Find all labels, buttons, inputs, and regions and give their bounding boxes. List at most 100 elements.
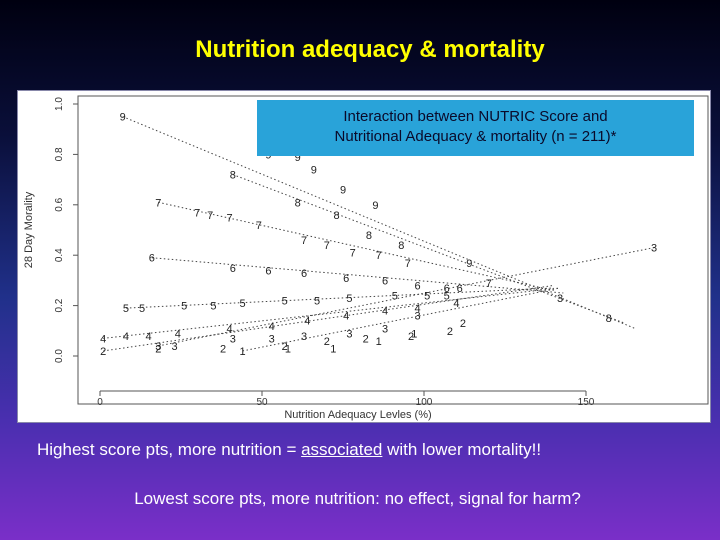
data-point-score-2: 2 [363, 333, 369, 345]
data-point-score-6: 6 [444, 283, 450, 295]
data-point-score-2: 2 [460, 318, 466, 330]
data-point-score-5: 5 [282, 296, 288, 308]
data-point-score-7: 7 [194, 207, 200, 219]
data-point-score-4: 4 [382, 306, 388, 318]
caption-1-emphasis: associated [301, 440, 383, 459]
data-point-score-9: 9 [340, 185, 346, 197]
data-point-score-5: 5 [392, 291, 398, 303]
data-point-score-3: 3 [171, 341, 177, 353]
data-point-score-2: 2 [408, 331, 414, 343]
data-point-score-7: 7 [350, 248, 356, 260]
caption-1-after: with lower mortality!! [382, 440, 542, 459]
y-tick-label: 0.6 [54, 197, 65, 211]
data-point-score-4: 4 [343, 311, 349, 323]
y-tick-label: 1.0 [54, 97, 65, 111]
data-point-score-4: 4 [227, 323, 233, 335]
data-point-score-3: 3 [230, 333, 236, 345]
data-point-score-5: 5 [123, 303, 129, 315]
x-tick-label: 0 [97, 397, 103, 408]
trend-line-score-4 [103, 287, 561, 339]
data-point-score-1: 1 [239, 346, 245, 358]
data-point-score-1: 1 [376, 336, 382, 348]
caption-lowest-score: Lowest score pts, more nutrition: no eff… [134, 489, 581, 508]
data-point-score-3: 3 [557, 293, 563, 305]
data-point-score-4: 4 [304, 316, 310, 328]
data-point-score-2: 2 [282, 341, 288, 353]
trend-line-score-6 [151, 257, 564, 294]
chart-title-line-2: Nutritional Adequacy & mortality (n = 21… [334, 128, 617, 145]
data-point-score-9: 9 [372, 200, 378, 212]
data-point-score-6: 6 [457, 283, 463, 295]
data-point-score-9: 9 [295, 152, 301, 164]
chart-title-box: Interaction between NUTRIC Score and Nut… [257, 100, 694, 156]
data-point-score-4: 4 [146, 331, 152, 343]
data-point-score-7: 7 [301, 235, 307, 247]
data-point-score-7: 7 [227, 212, 233, 224]
data-point-score-3: 3 [269, 333, 275, 345]
data-point-score-9: 9 [466, 258, 472, 270]
data-point-score-8: 8 [606, 313, 612, 325]
data-point-score-8: 8 [398, 240, 404, 252]
trend-line-score-1 [242, 287, 561, 352]
data-point-score-3: 3 [301, 331, 307, 343]
data-point-score-3: 3 [414, 311, 420, 323]
data-point-score-8: 8 [366, 230, 372, 242]
caption-highest-score: Highest score pts, more nutrition = asso… [37, 440, 541, 460]
data-point-score-8: 8 [295, 197, 301, 209]
data-point-score-8: 8 [230, 170, 236, 182]
data-point-score-7: 7 [324, 240, 330, 252]
data-point-score-7: 7 [207, 210, 213, 222]
data-point-score-4: 4 [269, 321, 275, 333]
data-point-score-4: 4 [175, 328, 181, 340]
data-point-score-6: 6 [230, 263, 236, 275]
scatter-plot: 0 50 100 150 Nutrition Adequacy Levles (%) 0.… [23, 95, 709, 421]
data-point-score-7: 7 [486, 278, 492, 290]
slide-title: Nutrition adequacy & mortality [195, 36, 545, 63]
data-point-score-4: 4 [123, 331, 129, 343]
data-point-score-2: 2 [220, 343, 226, 355]
data-point-score-5: 5 [139, 303, 145, 315]
data-point-score-5: 5 [424, 291, 430, 303]
data-point-score-9: 9 [311, 165, 317, 177]
data-point-score-5: 5 [314, 296, 320, 308]
data-point-score-3: 3 [155, 341, 161, 353]
data-point-score-4: 4 [453, 298, 459, 310]
trend-line-score-7 [158, 201, 554, 291]
data-point-score-3: 3 [651, 243, 657, 255]
data-point-score-5: 5 [181, 301, 187, 313]
data-point-score-6: 6 [265, 265, 271, 277]
caption-1-before: Highest score pts, more nutrition = [37, 440, 302, 459]
data-point-score-2: 2 [155, 343, 161, 355]
data-point-score-2: 2 [447, 326, 453, 338]
data-point-score-6: 6 [414, 280, 420, 292]
data-point-score-6: 6 [382, 275, 388, 287]
data-point-score-5: 5 [346, 293, 352, 305]
trend-line-score-8 [232, 174, 626, 324]
x-tick-label: 150 [578, 397, 595, 408]
data-point-score-6: 6 [343, 273, 349, 285]
data-point-score-4: 4 [414, 303, 420, 315]
data-point-score-7: 7 [405, 258, 411, 270]
data-point-score-3: 3 [382, 323, 388, 335]
data-point-score-7: 7 [376, 250, 382, 262]
data-point-score-7: 7 [256, 220, 262, 232]
y-tick-label: 0.8 [54, 147, 65, 161]
y-tick-label: 0.4 [54, 248, 65, 262]
data-point-score-6: 6 [149, 253, 155, 265]
trend-line-score-3 [158, 247, 655, 347]
data-point-score-1: 1 [411, 328, 417, 340]
data-point-score-1: 1 [330, 343, 336, 355]
trend-line-score-9 [122, 116, 635, 329]
data-point-score-8: 8 [333, 210, 339, 222]
x-axis-label: Nutrition Adequacy Levles (%) [284, 409, 431, 421]
x-tick-label: 100 [416, 397, 433, 408]
data-point-score-5: 5 [444, 291, 450, 303]
y-axis-label: 28 Day Morality [23, 191, 35, 268]
data-point-score-2: 2 [100, 346, 106, 358]
data-point-score-9: 9 [120, 112, 126, 124]
data-point-score-7: 7 [155, 197, 161, 209]
data-point-score-5: 5 [210, 301, 216, 313]
data-point-score-2: 2 [324, 336, 330, 348]
trend-line-score-5 [125, 287, 554, 309]
data-point-score-5: 5 [239, 298, 245, 310]
